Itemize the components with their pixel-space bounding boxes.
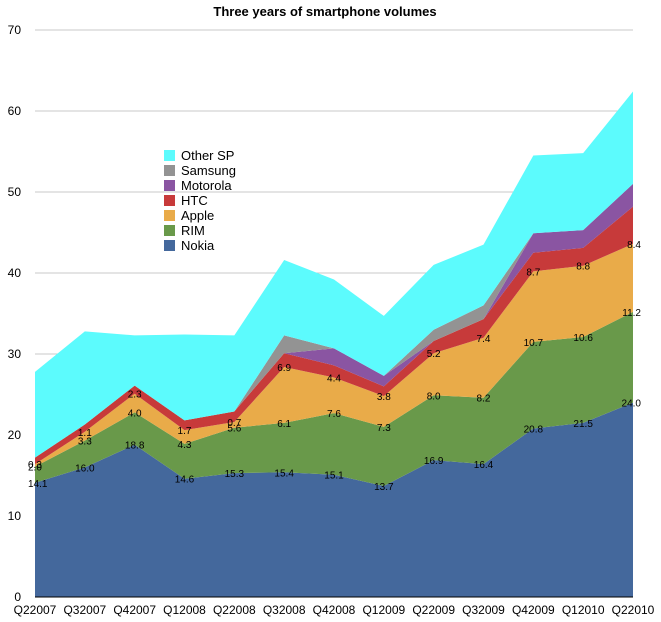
x-tick-label: Q32008 — [263, 603, 306, 617]
data-label-apple: 8.7 — [526, 267, 540, 278]
x-tick-label: Q12008 — [163, 603, 206, 617]
data-label-nokia: 16.4 — [474, 460, 494, 471]
data-label-apple: 1.1 — [78, 428, 92, 439]
x-tick-label: Q42009 — [512, 603, 555, 617]
y-tick-label: 10 — [8, 509, 22, 523]
x-tick-label: Q22009 — [412, 603, 455, 617]
data-label-rim: 7.6 — [327, 409, 341, 420]
data-label-apple: 0.7 — [227, 418, 241, 429]
data-label-apple: 3.8 — [377, 392, 391, 403]
data-label-nokia: 15.4 — [274, 468, 294, 479]
legend-swatch-other-sp — [164, 150, 175, 161]
data-label-nokia: 20.8 — [524, 425, 544, 436]
area-other-sp — [35, 91, 633, 458]
data-label-rim: 10.7 — [524, 338, 544, 349]
x-tick-label: Q22008 — [213, 603, 256, 617]
data-label-rim: 2.0 — [28, 463, 42, 474]
data-label-nokia: 24.0 — [622, 399, 642, 410]
y-tick-label: 40 — [8, 266, 22, 280]
area-apple — [35, 243, 633, 467]
data-label-apple: 0.3 — [28, 460, 42, 471]
x-tick-label: Q32007 — [63, 603, 106, 617]
data-label-apple: 4.4 — [327, 373, 341, 384]
data-label-rim: 4.0 — [128, 408, 142, 419]
chart-title: Three years of smartphone volumes — [213, 4, 436, 19]
area-rim — [35, 311, 633, 487]
x-tick-label: Q42008 — [313, 603, 356, 617]
legend-swatch-samsung — [164, 165, 175, 176]
legend-label: Other SP — [181, 148, 234, 163]
legend-label: HTC — [181, 193, 208, 208]
x-tick-label: Q22007 — [14, 603, 57, 617]
data-label-nokia: 18.8 — [125, 441, 145, 452]
data-label-nokia: 16.9 — [424, 456, 444, 467]
y-tick-label: 20 — [8, 428, 22, 442]
data-label-apple: 8.8 — [576, 262, 590, 273]
x-tick-label: Q12009 — [362, 603, 405, 617]
data-label-apple: 6.9 — [277, 363, 291, 374]
data-label-apple: 7.4 — [477, 334, 491, 345]
y-tick-label: 60 — [8, 104, 22, 118]
data-label-rim: 5.6 — [227, 424, 241, 435]
y-tick-label: 30 — [8, 347, 22, 361]
data-label-nokia: 14.1 — [28, 479, 48, 490]
legend-label: Motorola — [181, 178, 232, 193]
data-label-nokia: 13.7 — [374, 482, 394, 493]
legend-swatch-motorola — [164, 180, 175, 191]
x-tick-label: Q22010 — [612, 603, 655, 617]
area-nokia — [35, 402, 633, 597]
x-tick-label: Q32009 — [462, 603, 505, 617]
legend-swatch-htc — [164, 195, 175, 206]
legend-swatch-apple — [164, 210, 175, 221]
data-label-apple: 8.4 — [627, 240, 641, 251]
y-tick-label: 70 — [8, 23, 22, 37]
legend-label: Nokia — [181, 238, 215, 253]
legend-label: RIM — [181, 223, 205, 238]
data-label-nokia: 16.0 — [75, 463, 95, 474]
data-label-nokia: 21.5 — [573, 419, 593, 430]
legend-swatch-rim — [164, 225, 175, 236]
legend-swatch-nokia — [164, 240, 175, 251]
data-label-apple: 2.3 — [128, 390, 142, 401]
data-label-rim: 10.6 — [573, 333, 593, 344]
x-tick-label: Q42007 — [113, 603, 156, 617]
legend-label: Samsung — [181, 163, 236, 178]
data-labels: 14.1 16.0 18.8 14.6 15.3 15.4 15.1 13.7 16.9 16.4… — [28, 240, 641, 493]
axes: 0 10 20 30 40 50 60 70 Q22007 Q32007 Q42007 Q12008 Q… — [8, 23, 655, 617]
data-label-rim: 8.2 — [477, 394, 491, 405]
data-label-nokia: 14.6 — [175, 475, 195, 486]
data-label-rim: 7.3 — [377, 423, 391, 434]
y-tick-label: 50 — [8, 185, 22, 199]
data-label-apple: 5.2 — [427, 349, 441, 360]
data-label-rim: 6.1 — [277, 419, 291, 430]
data-label-apple: 1.7 — [178, 426, 192, 437]
legend-label: Apple — [181, 208, 214, 223]
plot-areas — [35, 91, 633, 597]
data-label-rim: 8.0 — [427, 391, 441, 402]
x-tick-label: Q12010 — [562, 603, 605, 617]
data-label-nokia: 15.1 — [324, 471, 344, 482]
data-label-rim: 11.2 — [622, 308, 641, 319]
data-label-rim: 3.3 — [78, 437, 92, 448]
y-tick-label: 0 — [14, 590, 21, 604]
data-label-nokia: 15.3 — [225, 469, 245, 480]
data-label-rim: 4.3 — [178, 440, 192, 451]
